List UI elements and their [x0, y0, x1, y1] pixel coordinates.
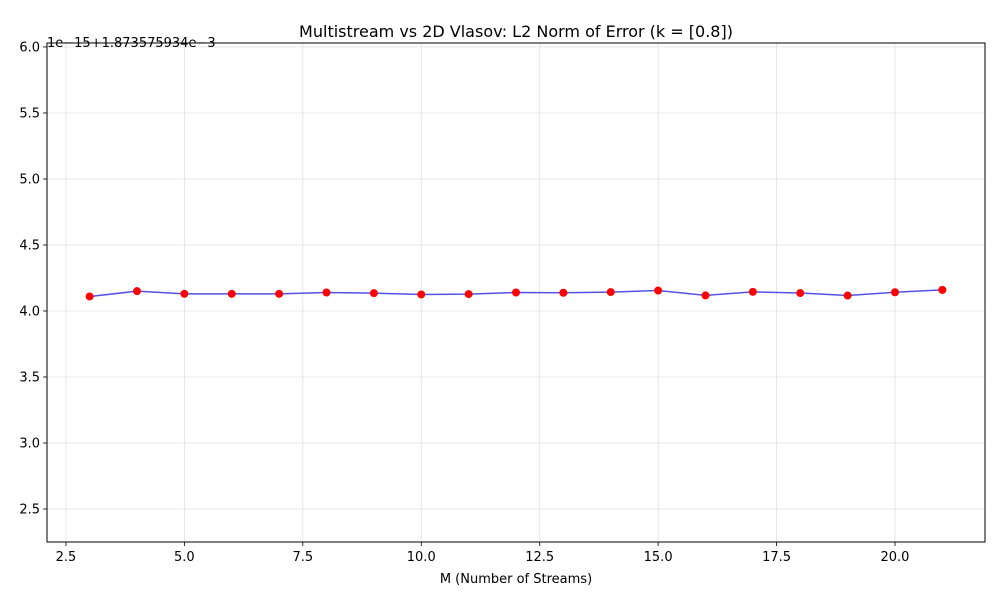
y-tick-label: 4.0	[19, 304, 40, 319]
series-layer	[85, 285, 947, 301]
data-point	[606, 288, 615, 297]
data-point	[85, 292, 94, 301]
x-tick-label: 10.0	[407, 550, 436, 565]
x-tick-label: 5.0	[174, 550, 195, 565]
data-point	[417, 290, 426, 299]
data-point	[512, 288, 520, 297]
data-point	[701, 291, 710, 300]
y-tick-label: 3.5	[19, 370, 40, 385]
data-point	[322, 288, 331, 297]
x-axis-label: M (Number of Streams)	[440, 572, 592, 587]
y-tick-label: 6.0	[19, 40, 40, 55]
data-point	[180, 289, 189, 298]
chart-title: Multistream vs 2D Vlasov: L2 Norm of Err…	[299, 22, 733, 41]
y-tick-label: 3.0	[19, 436, 40, 451]
y-tick-label: 2.5	[19, 502, 40, 517]
x-tick-label: 20.0	[881, 550, 910, 565]
y-tick-label: 5.5	[19, 106, 40, 121]
data-point	[275, 289, 284, 298]
x-tick-label: 15.0	[644, 550, 673, 565]
data-point	[369, 289, 378, 298]
data-point	[133, 287, 142, 296]
data-point	[227, 289, 236, 298]
data-point	[796, 289, 805, 298]
x-tick-label: 2.5	[56, 550, 77, 565]
x-tick-label: 17.5	[762, 550, 791, 565]
y-axis-offset-label: 1e−15+1.873575934e−3	[47, 36, 216, 51]
x-tick-label: 12.5	[525, 550, 554, 565]
data-point	[938, 285, 947, 294]
data-point	[654, 286, 663, 295]
y-tick-label: 5.0	[19, 172, 40, 187]
x-tick-label: 7.5	[292, 550, 313, 565]
data-point	[748, 287, 757, 296]
data-point	[464, 290, 473, 299]
y-tick-label: 4.5	[19, 238, 40, 253]
axis-ticks: 2.5 5.0 7.5 10.0 12.5 15.0 17.5 20.0 2.5 3.0 3.5 4.…	[19, 40, 909, 565]
data-point	[890, 288, 899, 297]
data-point	[843, 291, 852, 300]
data-point	[559, 288, 568, 297]
plot-area-frame	[46, 42, 986, 543]
